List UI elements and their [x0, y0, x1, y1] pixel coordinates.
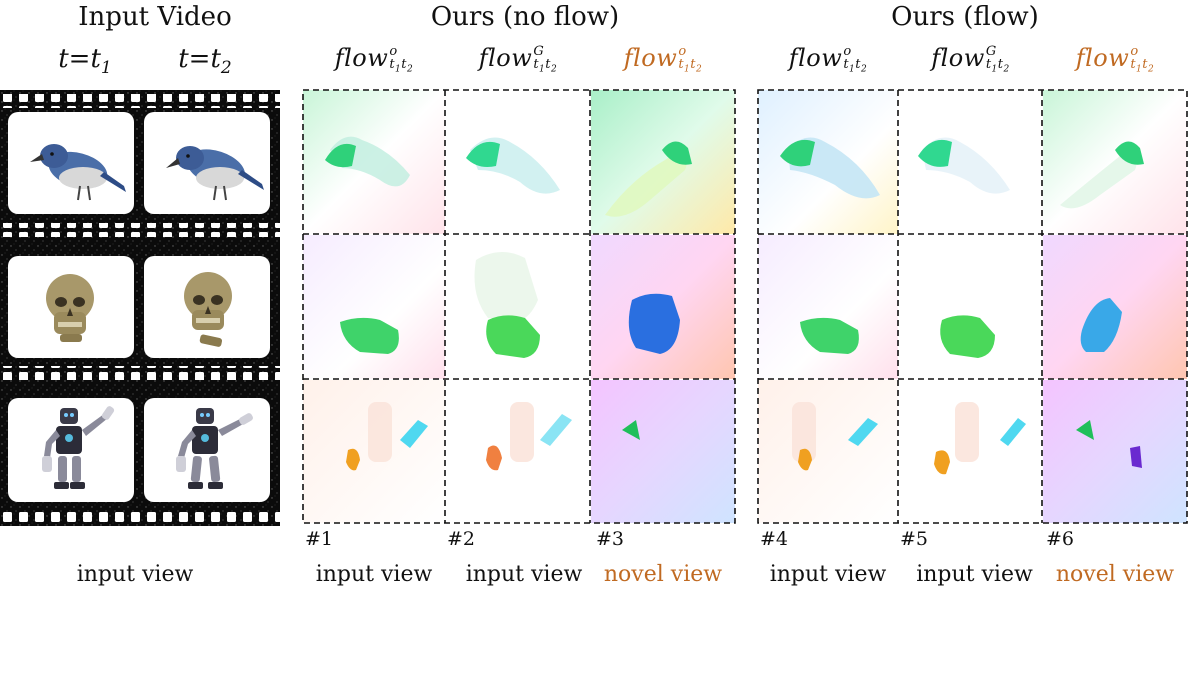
column-number-1: #1 [305, 528, 334, 550]
flow-blob-skull [340, 251, 1122, 358]
input-video-caption: input view [76, 562, 194, 587]
caption-col-1: input view [315, 562, 433, 587]
flow-title: Ours (flow) [891, 2, 1039, 32]
flow-blob-bird [325, 136, 1144, 217]
column-number-6: #6 [1046, 528, 1075, 550]
flow-label-col-4: flow o t1t2 [788, 43, 868, 75]
frame-robot-t2 [144, 398, 270, 502]
time-label-t1: t=t1 [58, 44, 112, 79]
caption-col-6: novel view [1055, 562, 1175, 587]
caption-col-3: novel view [603, 562, 723, 587]
no-flow-title: Ours (no flow) [430, 2, 620, 32]
time-label-t2: t=t2 [178, 44, 232, 79]
frame-skull-t1 [8, 256, 134, 358]
input-video-title: Input Video [78, 2, 232, 32]
flow-label-col-3: flow o t1t2 [623, 43, 703, 75]
column-number-3: #3 [596, 528, 625, 550]
flow-label-col-1: flow o t1t2 [334, 43, 414, 75]
caption-col-5: input view [916, 562, 1033, 587]
frame-robot-t1 [8, 398, 134, 502]
frame-bird-t2 [144, 112, 270, 214]
bird-image [30, 144, 126, 201]
caption-col-4: input view [769, 562, 887, 587]
column-number-2: #2 [447, 528, 476, 550]
robot-image [176, 408, 253, 489]
frame-bird-t1 [8, 112, 134, 214]
skull-image [184, 272, 232, 347]
column-number-4: #4 [760, 528, 789, 550]
grid-lines-no-flow [302, 89, 736, 524]
robot-image [42, 406, 115, 489]
caption-col-2: input view [465, 562, 583, 587]
grid-lines-flow [757, 89, 1188, 524]
frame-skull-t2 [144, 256, 270, 358]
flow-label-col-6: flow o t1t2 [1075, 43, 1155, 75]
skull-image [46, 274, 94, 342]
input-video-filmstrip [0, 90, 280, 526]
flow-blob-robot [346, 402, 1142, 475]
column-number-5: #5 [900, 528, 929, 550]
bird-image [166, 146, 264, 201]
